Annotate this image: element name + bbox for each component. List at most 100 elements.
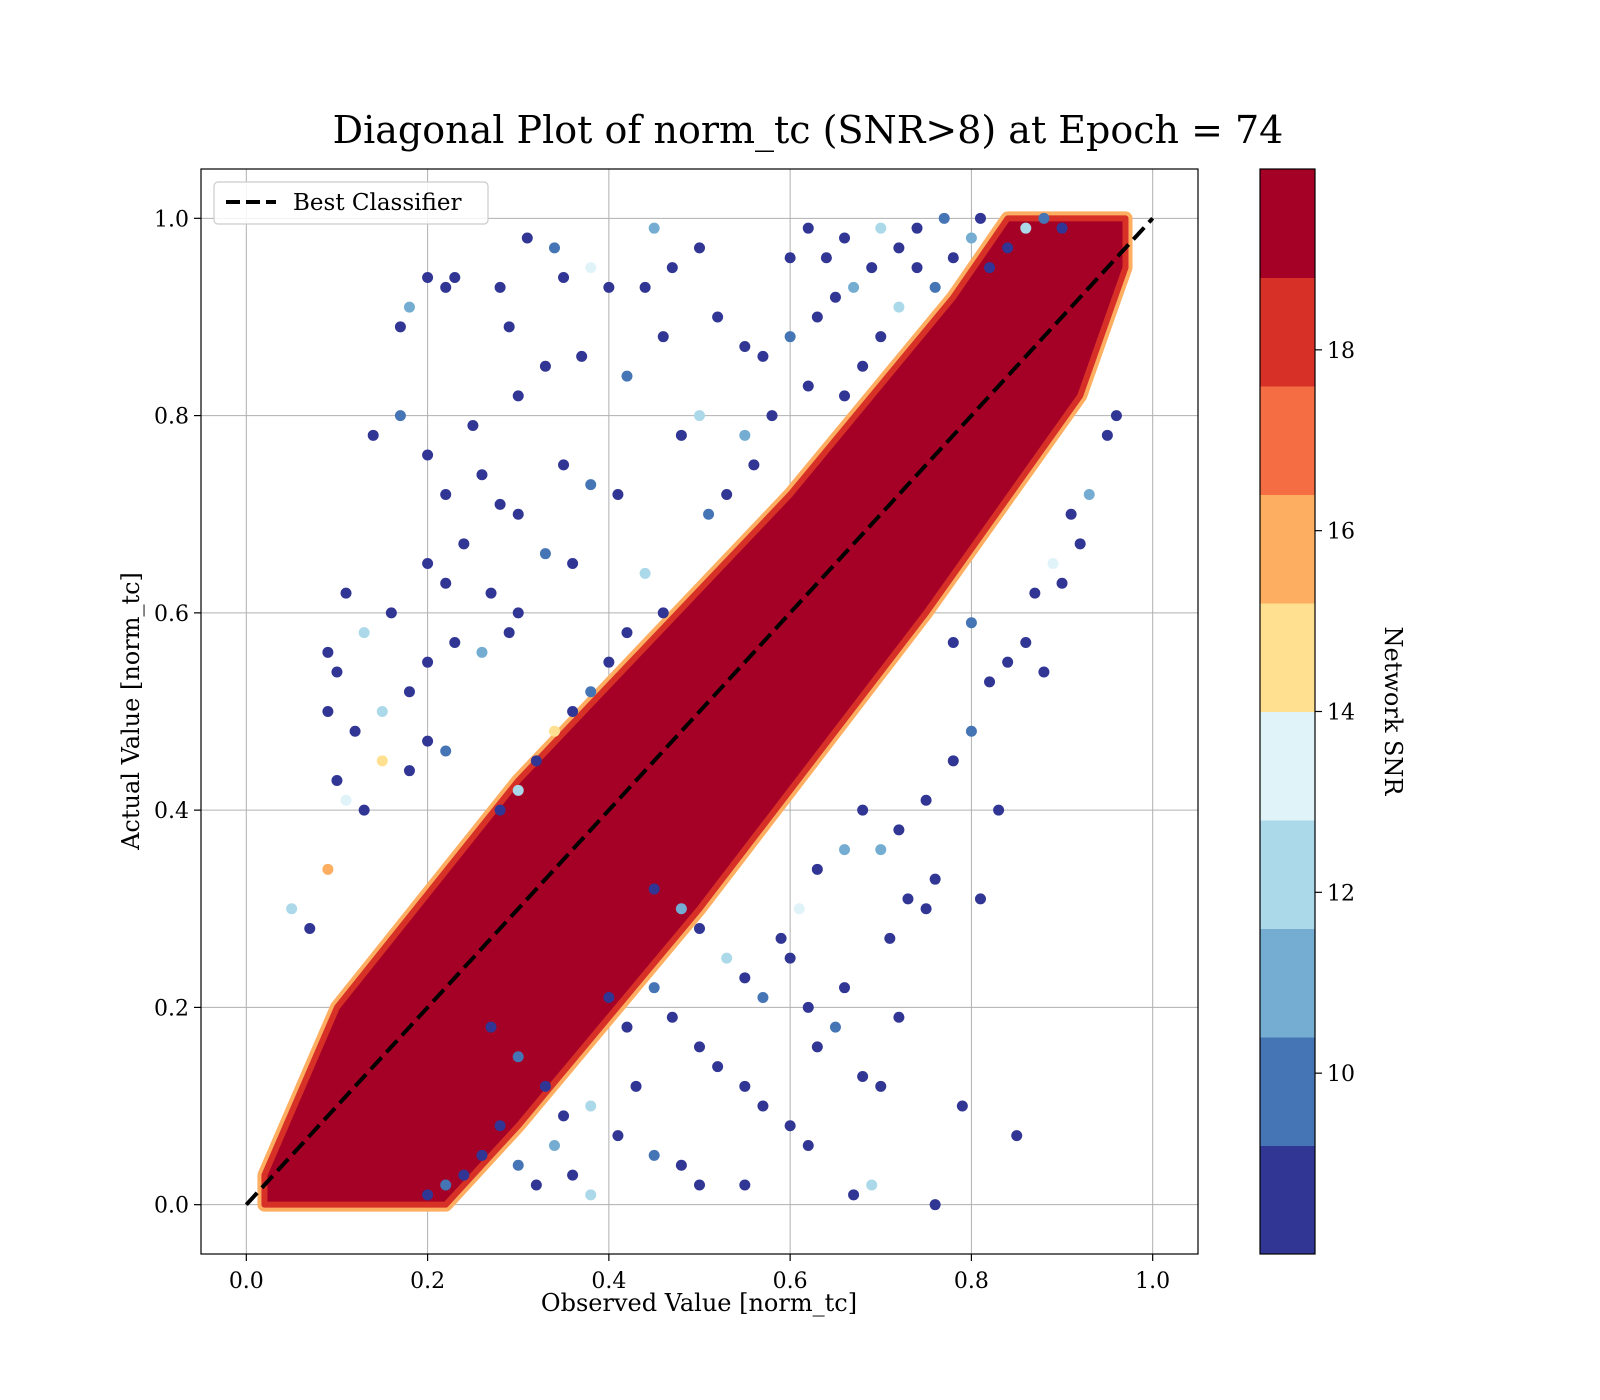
scatter-point-53 bbox=[349, 725, 361, 737]
scatter-point-182 bbox=[893, 242, 905, 254]
scatter-point-127 bbox=[1110, 410, 1122, 422]
scatter-point-73 bbox=[558, 1110, 570, 1122]
colorbar-label: Network SNR bbox=[1379, 627, 1407, 797]
colorbar-segment-3 bbox=[1260, 820, 1315, 929]
x-tick-label-3: 0.6 bbox=[773, 1269, 808, 1294]
scatter-point-63 bbox=[376, 755, 388, 767]
scatter-point-30 bbox=[422, 449, 434, 461]
x-tick-label-4: 0.8 bbox=[954, 1269, 989, 1294]
scatter-point-187 bbox=[1020, 222, 1032, 234]
scatter-point-151 bbox=[675, 903, 687, 915]
y-tick-label-3: 0.6 bbox=[154, 602, 189, 627]
y-tick-label-2: 0.4 bbox=[154, 799, 189, 824]
scatter-point-80 bbox=[603, 992, 615, 1004]
scatter-point-143 bbox=[603, 656, 615, 668]
scatter-point-99 bbox=[866, 1179, 878, 1191]
scatter-point-121 bbox=[1074, 538, 1086, 550]
scatter-point-124 bbox=[1101, 429, 1113, 441]
scatter-point-2 bbox=[494, 281, 506, 293]
scatter-point-179 bbox=[839, 390, 851, 402]
scatter-point-108 bbox=[929, 1199, 941, 1211]
scatter-point-148 bbox=[512, 784, 524, 796]
scatter-point-78 bbox=[675, 1159, 687, 1171]
dense-band bbox=[261, 215, 1129, 1208]
scatter-point-169 bbox=[422, 1189, 434, 1201]
scatter-point-164 bbox=[548, 1140, 560, 1151]
scatter-point-64 bbox=[403, 765, 415, 777]
scatter-point-112 bbox=[1038, 666, 1050, 678]
scatter-point-11 bbox=[603, 281, 615, 293]
scatter-point-21 bbox=[394, 410, 406, 422]
scatter-point-57 bbox=[449, 636, 461, 648]
chart-title: Diagonal Plot of norm_tc (SNR>8) at Epoc… bbox=[333, 108, 1284, 153]
scatter-point-166 bbox=[585, 1189, 597, 1201]
scatter-point-79 bbox=[694, 1179, 705, 1191]
scatter-point-156 bbox=[775, 932, 787, 944]
scatter-point-48 bbox=[539, 548, 551, 560]
colorbar-tick-label-4: 18 bbox=[1327, 339, 1355, 364]
scatter-point-32 bbox=[476, 469, 488, 481]
scatter-point-38 bbox=[675, 429, 687, 441]
scatter-point-72 bbox=[539, 1080, 551, 1092]
scatter-point-18 bbox=[839, 232, 851, 244]
scatter-point-4 bbox=[394, 321, 406, 333]
scatter-point-159 bbox=[839, 844, 851, 856]
legend-box bbox=[213, 181, 489, 225]
scatter-point-8 bbox=[585, 262, 597, 274]
y-tick-label-5: 1.0 bbox=[154, 207, 189, 232]
scatter-point-128 bbox=[947, 636, 959, 648]
scatter-point-23 bbox=[512, 390, 524, 402]
scatter-point-123 bbox=[1029, 587, 1041, 599]
scatter-point-145 bbox=[567, 706, 579, 717]
scatter-point-146 bbox=[548, 725, 560, 737]
scatter-point-113 bbox=[984, 676, 996, 688]
scatter-point-141 bbox=[639, 567, 651, 579]
scatter-point-31 bbox=[440, 489, 452, 500]
scatter-point-74 bbox=[585, 1100, 597, 1112]
scatter-point-149 bbox=[494, 804, 506, 816]
scatter-point-177 bbox=[875, 331, 887, 343]
scatter-point-16 bbox=[784, 252, 796, 264]
colorbar-segment-5 bbox=[1260, 603, 1315, 712]
scatter-point-35 bbox=[558, 459, 570, 471]
scatter-point-137 bbox=[748, 459, 760, 471]
scatter-point-172 bbox=[965, 232, 977, 244]
y-tick-label-4: 0.8 bbox=[154, 405, 189, 430]
scatter-point-155 bbox=[757, 992, 769, 1004]
scatter-point-20 bbox=[367, 429, 379, 441]
scatter-point-110 bbox=[1002, 656, 1014, 668]
scatter-point-180 bbox=[911, 222, 923, 234]
scatter-point-185 bbox=[820, 252, 832, 264]
scatter-point-165 bbox=[567, 1169, 579, 1181]
scatter-point-85 bbox=[712, 1061, 724, 1073]
scatter-point-138 bbox=[721, 489, 733, 500]
scatter-point-55 bbox=[403, 686, 415, 698]
scatter-point-67 bbox=[286, 903, 298, 915]
colorbar: 10 12 14 16 18 bbox=[1259, 168, 1355, 1255]
x-tick-label-1: 0.2 bbox=[410, 1269, 445, 1294]
scatter-point-14 bbox=[694, 242, 705, 254]
scatter-point-132 bbox=[811, 311, 823, 323]
scatter-point-142 bbox=[621, 627, 633, 639]
scatter-point-184 bbox=[848, 281, 860, 293]
scatter-point-10 bbox=[558, 272, 570, 283]
scatter-point-120 bbox=[1056, 577, 1068, 589]
scatter-point-33 bbox=[494, 498, 506, 510]
scatter-point-129 bbox=[965, 617, 977, 629]
scatter-point-54 bbox=[376, 706, 388, 717]
scatter-point-89 bbox=[802, 1140, 814, 1151]
scatter-point-158 bbox=[811, 863, 823, 875]
colorbar-segment-9 bbox=[1260, 169, 1315, 278]
scatter-point-25 bbox=[576, 350, 588, 362]
scatter-point-103 bbox=[929, 873, 941, 885]
scatter-point-86 bbox=[739, 1080, 751, 1092]
scatter-point-117 bbox=[893, 824, 905, 836]
scatter-point-75 bbox=[612, 1130, 624, 1142]
colorbar-segment-0 bbox=[1260, 1145, 1315, 1255]
y-tick-label-1: 0.2 bbox=[154, 996, 189, 1021]
scatter-point-102 bbox=[920, 903, 932, 915]
scatter-point-160 bbox=[476, 1149, 488, 1161]
y-tick-label-0: 0.0 bbox=[154, 1194, 189, 1219]
scatter-point-84 bbox=[694, 1041, 705, 1053]
scatter-point-61 bbox=[340, 794, 352, 806]
